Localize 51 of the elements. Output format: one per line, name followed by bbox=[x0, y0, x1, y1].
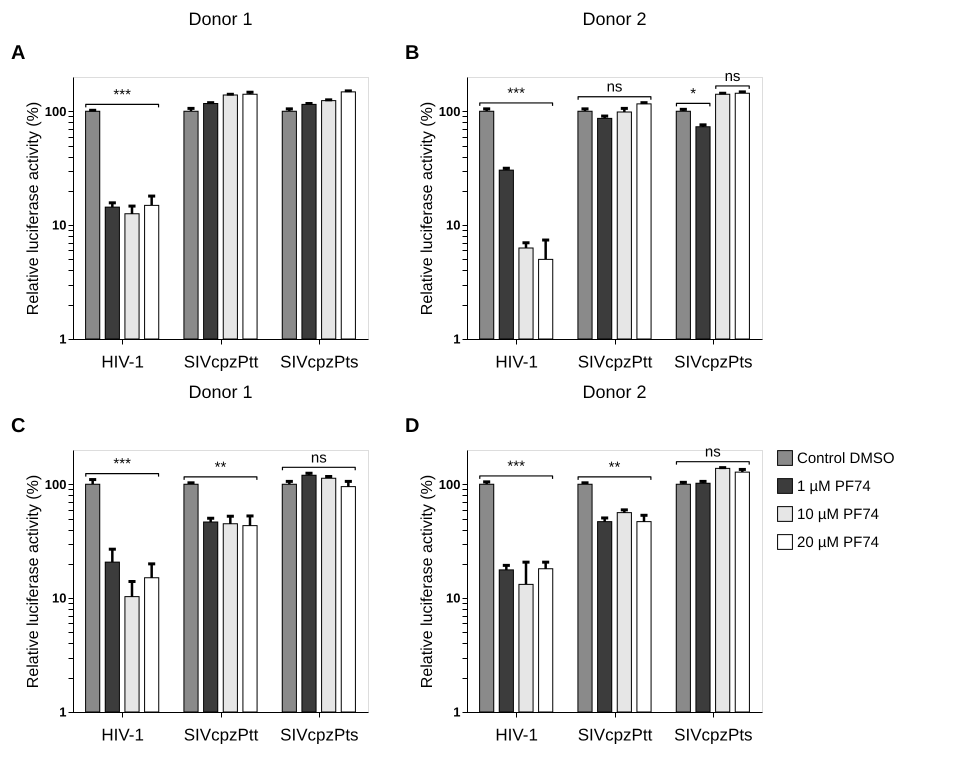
y-tick-label: 100 bbox=[438, 104, 460, 119]
x-tick-label: SIVcpzPts bbox=[674, 726, 753, 744]
y-tick-label: 10 bbox=[52, 590, 66, 606]
annotation: *** bbox=[113, 456, 132, 473]
y-tick-label: 10 bbox=[446, 218, 460, 233]
legend-label: 10 µM PF74 bbox=[797, 506, 880, 523]
y-tick-label: 10 bbox=[446, 590, 460, 606]
legend-label: 1 µM PF74 bbox=[797, 478, 871, 495]
y-axis-title: Relative luciferase activity (%) bbox=[24, 102, 42, 316]
x-tick-label: SIVcpzPtt bbox=[578, 726, 653, 744]
y-tick-label: 10 bbox=[52, 218, 66, 233]
x-tick-label: HIV-1 bbox=[495, 726, 538, 744]
legend-label: 20 µM PF74 bbox=[797, 534, 880, 551]
y-tick-label: 1 bbox=[59, 332, 66, 346]
x-tick-label: HIV-1 bbox=[495, 352, 538, 372]
text: A bbox=[11, 42, 26, 64]
annotation: ** bbox=[214, 458, 226, 476]
x-tick-label: HIV-1 bbox=[101, 352, 144, 372]
y-tick-label: 100 bbox=[438, 476, 460, 492]
x-tick-label: SIVcpzPts bbox=[280, 352, 359, 372]
text: C bbox=[11, 415, 26, 437]
x-tick-label: SIVcpzPtt bbox=[578, 352, 653, 372]
x-tick-label: SIVcpzPtt bbox=[184, 352, 259, 372]
y-tick-label: 1 bbox=[59, 704, 66, 720]
y-tick-label: 100 bbox=[44, 104, 66, 119]
x-tick-label: SIVcpzPts bbox=[674, 352, 753, 372]
annotation: ** bbox=[608, 458, 620, 476]
chart-title: Donor 1 bbox=[188, 382, 253, 402]
x-tick-label: SIVcpzPts bbox=[280, 726, 359, 744]
annotation: *** bbox=[507, 84, 526, 102]
text: B bbox=[405, 42, 420, 64]
chart-title: Donor 2 bbox=[582, 9, 647, 29]
annotation: ns bbox=[724, 68, 740, 85]
annotation: ns bbox=[310, 449, 327, 466]
x-tick-label: SIVcpzPtt bbox=[184, 726, 259, 744]
y-axis-title: Relative luciferase activity (%) bbox=[418, 102, 436, 316]
annotation: *** bbox=[507, 458, 526, 475]
y-tick-label: 1 bbox=[453, 332, 460, 346]
annotation: *** bbox=[113, 86, 132, 104]
chart-title: Donor 1 bbox=[188, 9, 253, 29]
chart-title: Donor 2 bbox=[582, 382, 647, 402]
y-axis-title: Relative luciferase activity (%) bbox=[418, 474, 436, 688]
legend-label: Control DMSO bbox=[797, 450, 895, 467]
y-axis-title: Relative luciferase activity (%) bbox=[24, 474, 42, 688]
text: D bbox=[405, 415, 420, 437]
y-tick-label: 1 bbox=[453, 704, 460, 720]
y-tick-label: 100 bbox=[44, 476, 66, 492]
x-tick-label: HIV-1 bbox=[101, 726, 144, 744]
annotation: * bbox=[690, 85, 696, 102]
annotation: ns bbox=[704, 444, 721, 461]
annotation: ns bbox=[606, 78, 622, 96]
